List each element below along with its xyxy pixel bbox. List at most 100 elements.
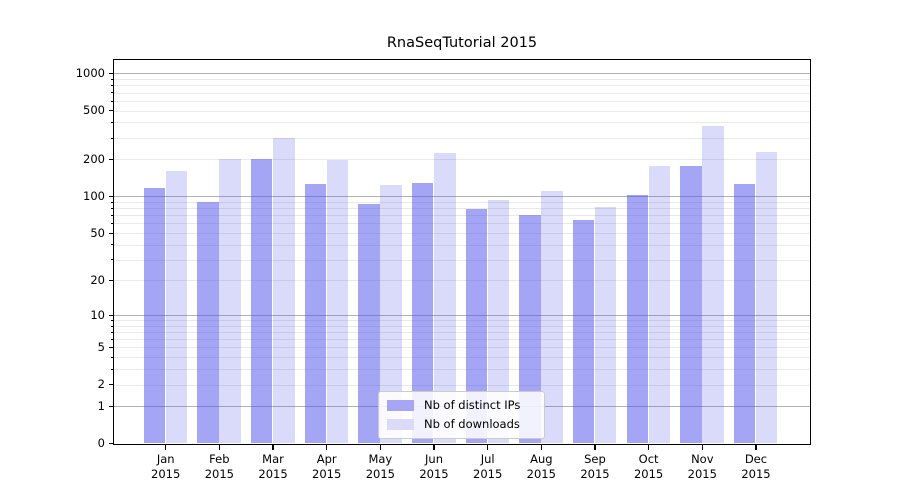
legend-swatch-downloads [387, 419, 414, 430]
y-axis-tick-label: 100 [83, 189, 105, 204]
gridline-minor [114, 159, 810, 161]
y-axis-tick-label: 2 [97, 377, 105, 392]
y-axis-minor-tick [111, 357, 114, 359]
y-axis-minor-tick [111, 223, 114, 225]
y-axis-minor-tick [111, 122, 114, 124]
bar-downloads-oct [648, 165, 671, 444]
x-axis-tick [755, 445, 757, 450]
bar-downloads-feb [219, 159, 241, 444]
bar-downloads-jul [487, 200, 510, 444]
y-axis-tick-label: 10 [90, 307, 105, 322]
y-axis-minor-tick [111, 137, 114, 139]
gridline-major [114, 196, 810, 198]
gridline-minor [114, 384, 810, 386]
x-axis-tick-label: Aug 2015 [526, 451, 556, 482]
legend: Nb of distinct IPs Nb of downloads [378, 391, 545, 439]
y-axis-tick-label: 500 [83, 103, 105, 118]
y-axis-minor-tick [111, 244, 114, 246]
y-axis-tick-label: 5 [97, 340, 105, 355]
gridline-minor [114, 369, 810, 371]
x-axis-tick [218, 445, 220, 450]
bar-downloads-jun [434, 153, 456, 444]
y-axis-tick [108, 314, 114, 316]
x-axis-tick [540, 445, 542, 450]
x-axis-tick [487, 445, 489, 450]
y-axis-tick [108, 110, 114, 112]
y-axis-minor-tick [111, 78, 114, 80]
bar-downloads-nov [702, 125, 724, 444]
x-axis-tick-label: Jan 2015 [151, 451, 181, 482]
legend-swatch-distinct-ips [387, 400, 414, 411]
bar-downloads-sep [594, 206, 617, 444]
bar-ips-feb [197, 201, 219, 444]
y-axis-tick-label: 50 [90, 225, 105, 240]
gridline-minor [114, 280, 810, 282]
y-axis-tick [108, 443, 114, 445]
y-axis-tick-label: 1 [97, 399, 105, 414]
gridline-minor [114, 325, 810, 327]
y-axis-minor-tick [111, 368, 114, 370]
y-axis-tick [108, 195, 114, 198]
bar-ips-jul [465, 209, 488, 444]
y-axis-tick [108, 280, 114, 282]
gridline-minor [114, 110, 810, 112]
gridline-minor [114, 215, 810, 217]
legend-label-distinct-ips: Nb of distinct IPs [424, 398, 521, 412]
x-axis-tick-label: Jun 2015 [419, 451, 449, 482]
y-axis-minor-tick [111, 338, 114, 340]
gridline-minor [114, 232, 810, 234]
bar-ips-apr [304, 184, 327, 444]
y-axis-minor-tick [111, 214, 114, 216]
y-axis-minor-tick [111, 331, 114, 333]
gridline-minor [114, 79, 810, 81]
gridline-minor [114, 244, 810, 246]
y-axis-tick [108, 405, 114, 408]
bar-ips-aug [519, 215, 541, 444]
x-axis-tick [326, 445, 328, 450]
x-axis-tick [648, 445, 650, 450]
gridline-major [114, 73, 810, 75]
plot-inner [114, 60, 810, 444]
y-axis-minor-tick [111, 319, 114, 321]
legend-label-downloads: Nb of downloads [424, 417, 520, 431]
x-axis-tick-label: Feb 2015 [204, 451, 234, 482]
gridline-minor [114, 92, 810, 94]
x-axis-tick-label: Dec 2015 [741, 451, 771, 482]
x-axis-tick [272, 445, 274, 450]
gridline-minor [114, 259, 810, 261]
bar-downloads-apr [326, 159, 349, 444]
y-axis-tick [108, 347, 114, 349]
x-axis-tick-label: Apr 2015 [312, 451, 342, 482]
bar-downloads-mar [273, 137, 295, 444]
y-axis-tick-label: 200 [83, 152, 105, 167]
x-axis-tick-label: May 2015 [365, 451, 395, 482]
gridline-minor [114, 201, 810, 203]
x-axis-tick-label: Jul 2015 [473, 451, 503, 482]
x-axis-tick-label: Nov 2015 [687, 451, 717, 482]
y-axis-tick-label: 1000 [75, 66, 105, 81]
y-axis-minor-tick [111, 207, 114, 209]
y-axis-tick-label: 0 [97, 436, 105, 451]
y-axis-minor-tick [111, 325, 114, 327]
x-axis-tick [379, 445, 381, 450]
bar-downloads-may [380, 185, 402, 444]
y-axis-tick [108, 384, 114, 386]
y-axis-minor-tick [111, 259, 114, 261]
x-axis-tick [433, 445, 435, 450]
y-axis-tick [108, 73, 114, 75]
x-axis-tick-label: Sep 2015 [580, 451, 610, 482]
legend-entry-distinct-ips: Nb of distinct IPs [387, 399, 536, 412]
y-axis-minor-tick [111, 201, 114, 203]
bar-ips-jun [411, 183, 434, 444]
x-axis-tick [594, 445, 596, 450]
y-axis-minor-tick [111, 92, 114, 94]
gridline-minor [114, 122, 810, 124]
plot-area [113, 59, 811, 445]
bar-ips-nov [680, 165, 702, 444]
gridline-minor [114, 85, 810, 87]
x-axis-tick [701, 445, 703, 450]
bar-downloads-aug [541, 191, 563, 444]
gridline-minor [114, 100, 810, 102]
bar-downloads-jan [165, 171, 188, 444]
gridline-minor [114, 137, 810, 139]
